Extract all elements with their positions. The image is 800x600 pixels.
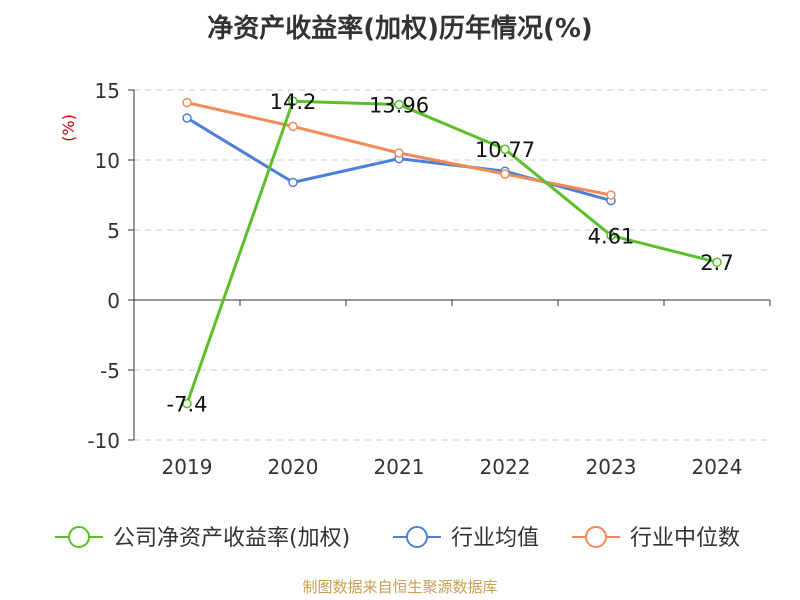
- legend-marker: [585, 526, 607, 548]
- data-label: 2.7: [700, 251, 733, 275]
- data-point: [712, 257, 722, 267]
- legend-label: 公司净资产收益率(加权): [113, 526, 350, 551]
- x-tick-label: 2020: [268, 455, 319, 479]
- data-label: 4.61: [588, 224, 635, 248]
- data-point: [500, 169, 510, 179]
- legend-label: 行业均值: [451, 526, 539, 551]
- y-tick-label: -5: [100, 359, 120, 383]
- y-axis-label: (%): [59, 114, 78, 142]
- data-label: -7.4: [167, 393, 208, 417]
- data-point: [288, 96, 298, 106]
- data-point: [606, 190, 616, 200]
- data-point: [500, 144, 510, 154]
- data-point: [288, 177, 298, 188]
- x-tick-label: 2022: [480, 455, 531, 479]
- legend-marker: [68, 526, 90, 548]
- source-note: 制图数据来自恒生聚源数据库: [302, 578, 498, 596]
- data-label: 13.96: [369, 94, 429, 118]
- y-tick-label: -10: [87, 429, 120, 453]
- data-label: 14.2: [270, 90, 317, 114]
- x-tick-label: 2019: [162, 455, 213, 479]
- data-point: [288, 121, 298, 132]
- data-label: 10.77: [475, 138, 535, 162]
- data-point: [394, 99, 404, 110]
- x-tick-label: 2021: [374, 455, 425, 479]
- x-tick-label: 2023: [586, 455, 637, 479]
- data-point: [182, 398, 192, 409]
- data-point: [182, 97, 192, 108]
- series-line: [185, 99, 718, 405]
- data-point: [606, 230, 616, 241]
- y-tick-label: 15: [95, 79, 120, 103]
- legend-marker: [406, 526, 428, 548]
- data-point: [394, 148, 404, 158]
- y-tick-label: 10: [95, 149, 120, 173]
- y-tick-label: 5: [107, 219, 120, 243]
- x-tick-label: 2024: [692, 455, 743, 479]
- y-tick-label: 0: [107, 289, 120, 313]
- data-point: [182, 113, 192, 123]
- legend-label: 行业中位数: [630, 526, 740, 551]
- chart-title: 净资产收益率(加权)历年情况(%): [207, 14, 593, 44]
